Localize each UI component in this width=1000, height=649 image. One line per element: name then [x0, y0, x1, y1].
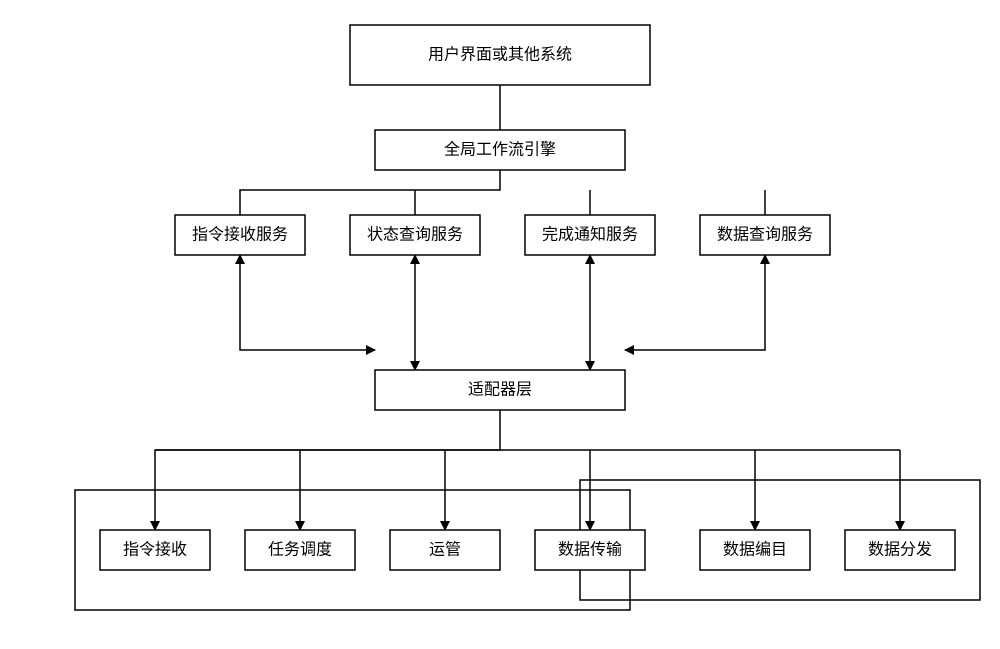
node-label-n12: 数据编目	[723, 541, 787, 559]
node-label-n6: 数据查询服务	[717, 226, 813, 244]
node-label-n9: 任务调度	[268, 541, 332, 559]
flowchart-svg: 用户界面或其他系统全局工作流引擎指令接收服务 状态查询服务 完成通知服务 数据查询服务…	[0, 0, 1000, 649]
node-label-n7: 适配器层	[468, 381, 532, 399]
node-label-n10: 运管	[429, 541, 461, 559]
node-label-n3: 指令接收服务	[192, 226, 288, 244]
node-label-n2: 全局工作流引擎	[444, 141, 556, 159]
edge	[240, 255, 375, 350]
node-label-n8: 指令接收	[123, 541, 187, 559]
node-label-n4: 状态查询服务	[367, 226, 463, 244]
node-label-n5: 完成通知服务	[542, 226, 638, 244]
edge	[625, 255, 765, 350]
node-label-n11: 数据传输	[558, 541, 622, 559]
edge	[155, 410, 500, 530]
node-label-n13: 数据分发	[868, 541, 932, 559]
edge	[240, 170, 500, 215]
node-label-n1: 用户界面或其他系统	[428, 46, 572, 64]
